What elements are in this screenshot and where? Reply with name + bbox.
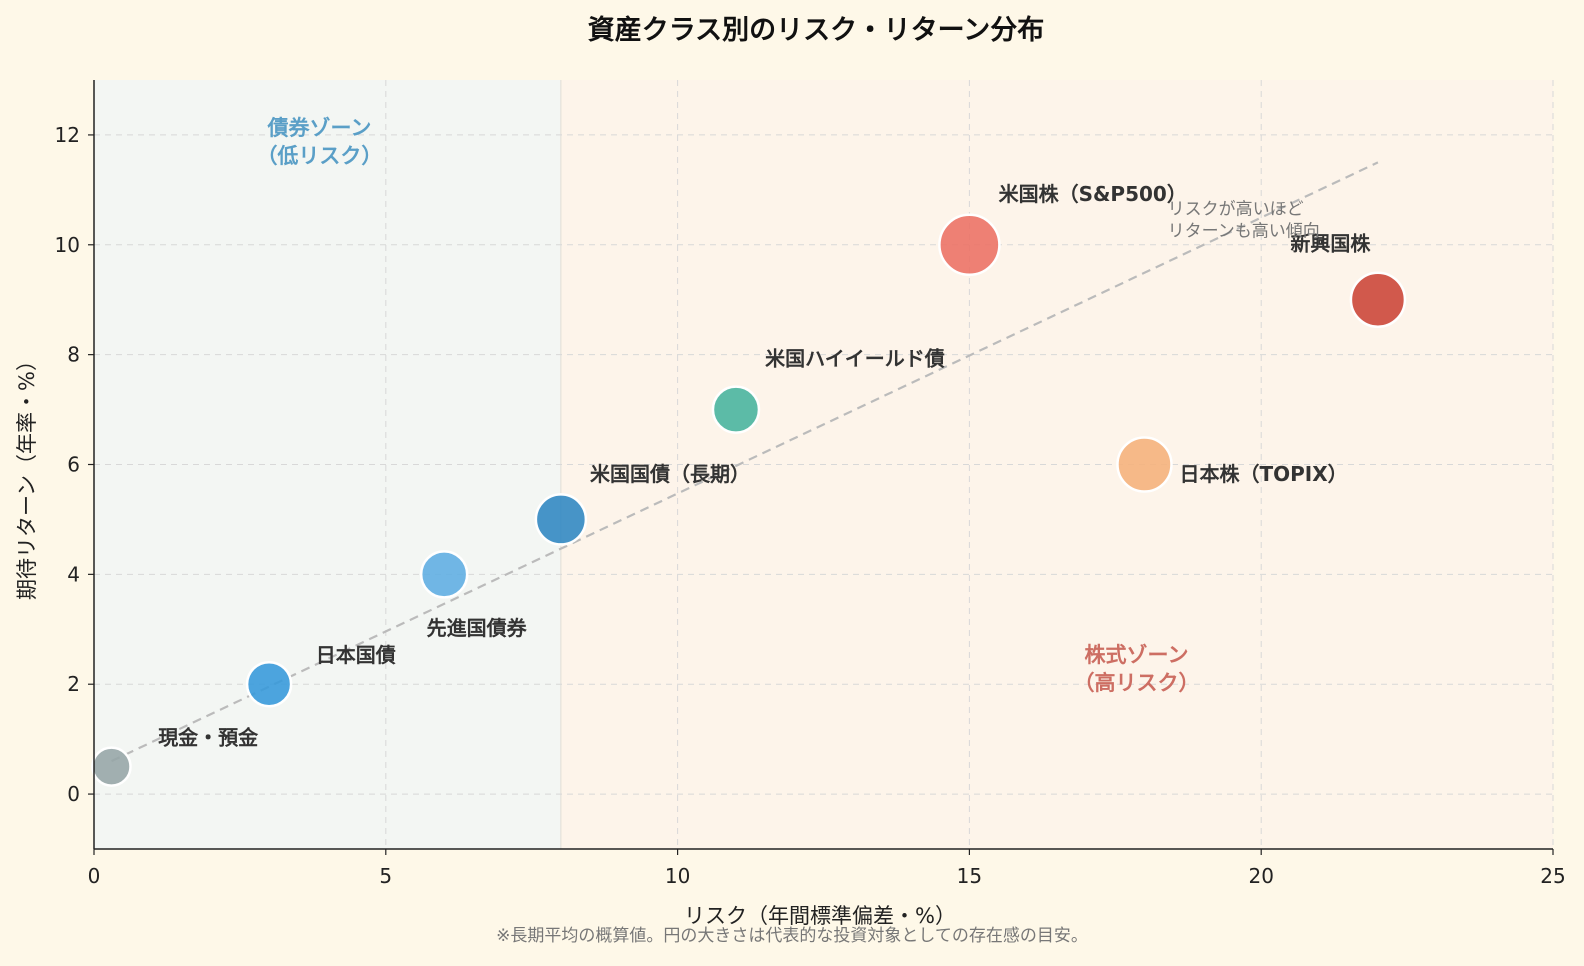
y-axis-label: 期待リターン（年率・%）	[15, 350, 39, 600]
data-point	[1116, 436, 1173, 493]
data-point	[245, 660, 293, 708]
x-tick-label: 0	[88, 864, 101, 888]
zone-label: （低リスク）	[256, 144, 382, 168]
x-tick-label: 20	[1248, 864, 1273, 888]
data-point	[938, 213, 1001, 277]
trend-line	[111, 161, 1379, 763]
x-tick-label: 15	[957, 864, 982, 888]
data-label: 米国ハイイールド債	[765, 347, 945, 371]
y-tick-label: 12	[55, 123, 80, 147]
zone-label: （高リスク）	[1073, 671, 1199, 695]
data-label: 先進国債券	[427, 616, 528, 640]
chart-title: 資産クラス別のリスク・リターン分布	[588, 14, 1045, 46]
annotation-text: リターンも高い傾向	[1168, 222, 1320, 242]
data-point	[1349, 271, 1407, 328]
x-tick-label: 10	[665, 864, 690, 888]
data-label: 米国国債（長期）	[590, 462, 750, 486]
y-tick-label: 8	[67, 343, 80, 367]
y-tick-label: 2	[67, 672, 80, 696]
data-label: 現金・預金	[158, 726, 259, 750]
data-label: 米国株（S&P500）	[999, 182, 1187, 206]
x-axis-label: リスク（年間標準偏差・%）	[684, 904, 956, 928]
data-label: 日本国債	[316, 643, 396, 667]
trend-layer	[111, 161, 1379, 763]
data-point	[534, 493, 588, 546]
y-tick-label: 4	[67, 562, 80, 586]
data-point	[91, 746, 132, 787]
data-label: 日本株（TOPIX）	[1179, 462, 1347, 486]
data-point	[711, 385, 761, 434]
footnote: ※長期平均の概算値。円の大きさは代表的な投資対象としての存在感の目安。	[496, 926, 1088, 946]
points-layer	[91, 213, 1407, 787]
zone-label: 債券ゾーン	[266, 116, 371, 140]
data-point	[419, 550, 469, 599]
y-tick-label: 6	[67, 453, 80, 477]
y-tick-label: 0	[67, 782, 80, 806]
data-label: 新興国株	[1290, 231, 1371, 255]
labels-layer: 債券ゾーン （低リスク） 株式ゾーン （高リスク） 現金・預金 日本国債 先進国債券 米国国債…	[158, 116, 1371, 750]
grid-layer	[93, 80, 1554, 849]
y-tick-label: 10	[55, 233, 80, 257]
annotation-text: リスクが高いほど	[1168, 200, 1304, 220]
x-tick-label: 5	[379, 864, 392, 888]
x-tick-label: 25	[1540, 864, 1565, 888]
zone-label: 株式ゾーン	[1085, 643, 1189, 667]
axes-layer: 0 5 10 15 20 25 0 2 4 6 8 10 12	[55, 80, 1566, 888]
